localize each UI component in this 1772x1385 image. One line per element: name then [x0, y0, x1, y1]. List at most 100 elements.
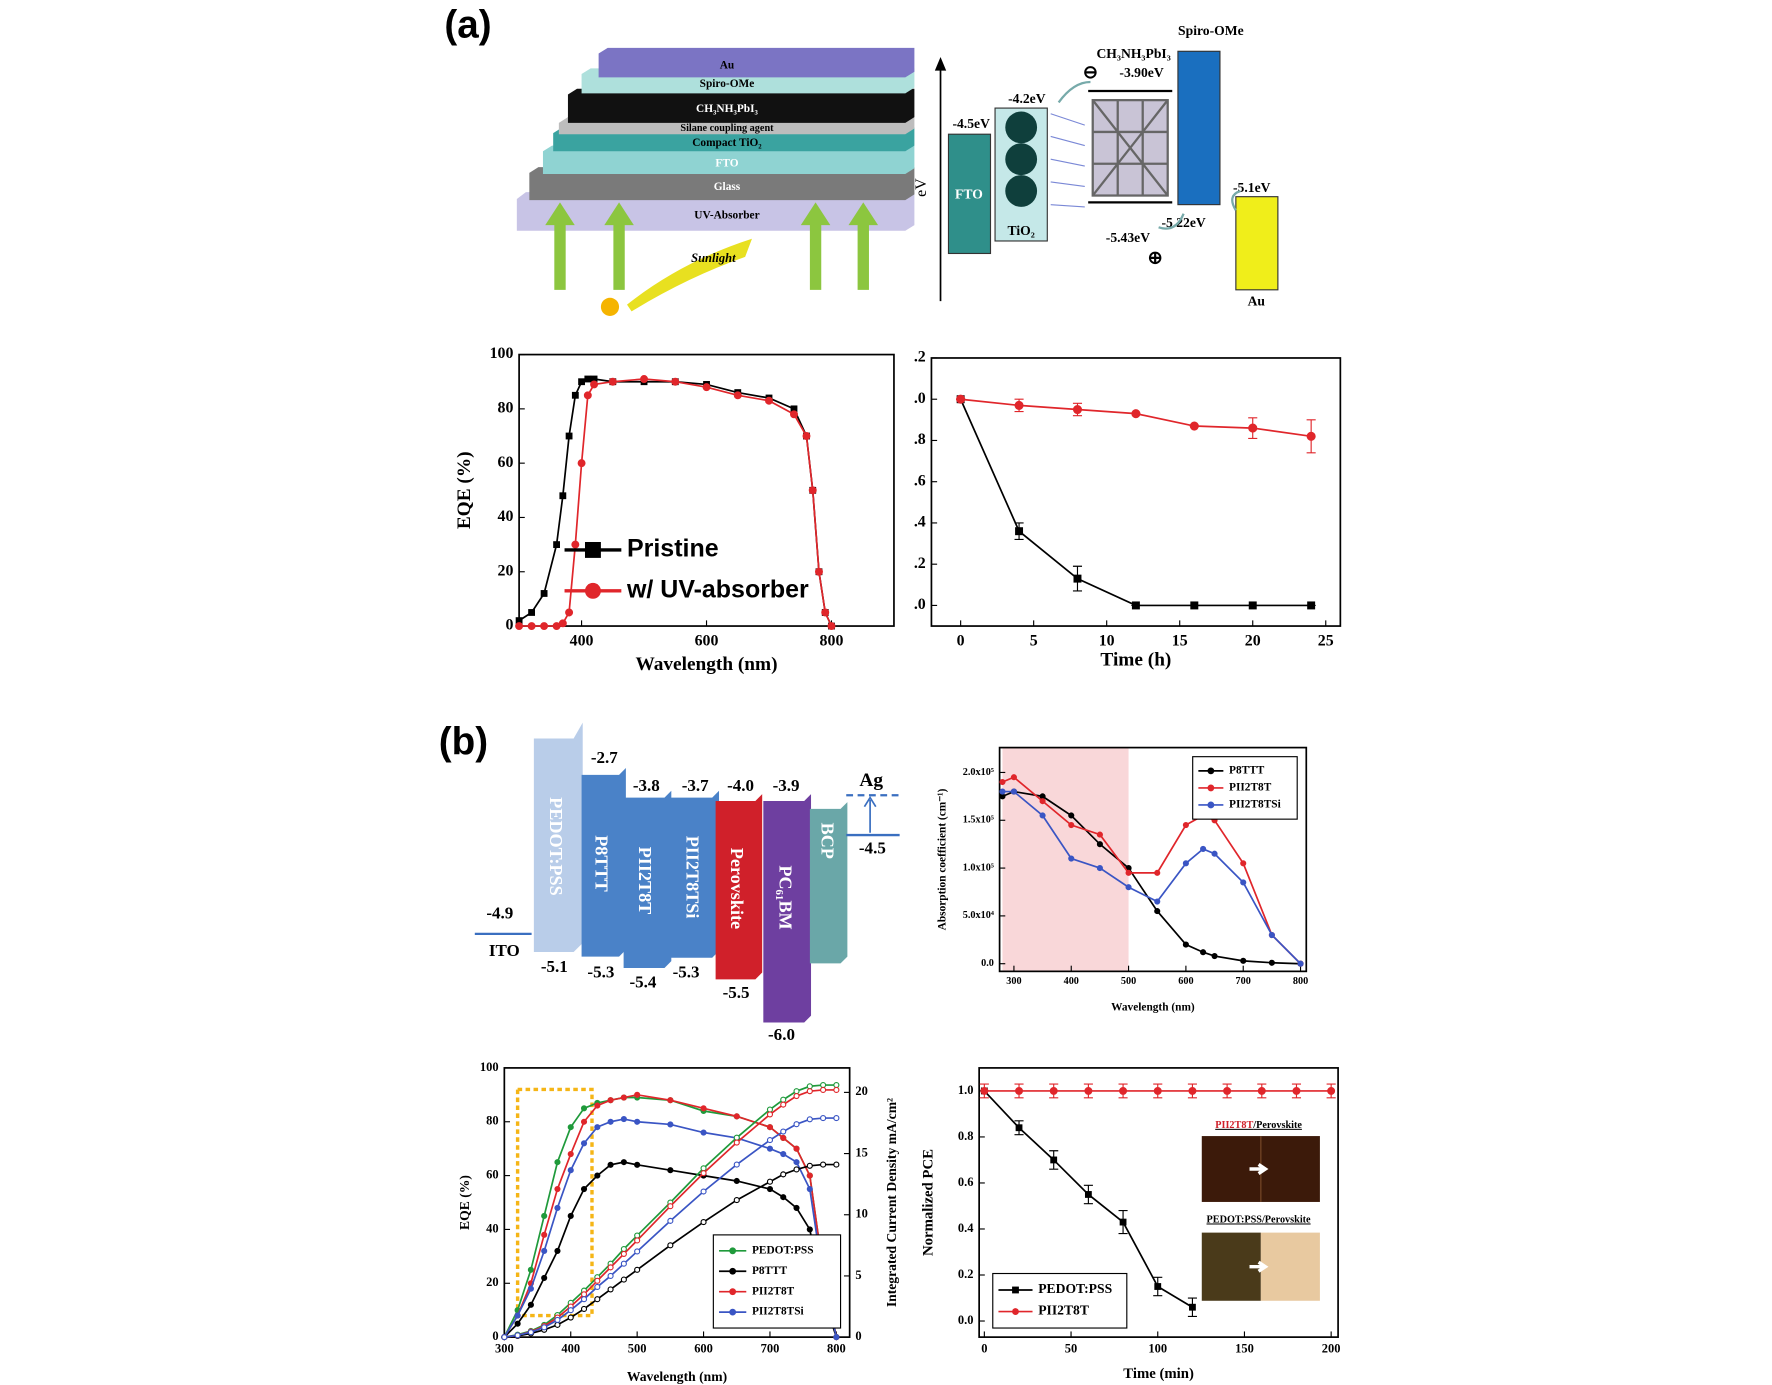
- perovskite-bar: [715, 794, 763, 980]
- marker: [780, 1101, 787, 1108]
- marker: [702, 383, 711, 392]
- legend-marker: [1012, 1286, 1019, 1294]
- marker: [1240, 860, 1247, 867]
- marker: [1131, 601, 1140, 610]
- marker: [833, 1161, 840, 1168]
- marker: [802, 432, 811, 440]
- marker: [634, 1232, 641, 1239]
- marker: [1153, 1086, 1162, 1095]
- hole: ⊕: [1148, 247, 1163, 267]
- marker: [1010, 774, 1017, 781]
- marker: [567, 1307, 574, 1314]
- x-tick-label: 20: [1245, 633, 1261, 650]
- y-tick-label: 0.4: [958, 1221, 974, 1235]
- layer-label: CH₃NH₃PbI₃: [696, 103, 758, 115]
- marker: [806, 1185, 813, 1193]
- marker: [1015, 527, 1024, 536]
- marker: [607, 1272, 614, 1280]
- level: -2.7: [591, 748, 618, 767]
- spiro-level: [1177, 50, 1221, 206]
- legend-label: PII2T8T: [1038, 1303, 1089, 1318]
- label: CH₃NH₃PbI₃: [1096, 46, 1170, 61]
- inset-caption: PEDOT:PSS/Perovskite: [1207, 1214, 1312, 1225]
- x-tick-label: 600: [1178, 976, 1193, 987]
- y2-tick-label: 15: [855, 1145, 867, 1159]
- marker: [733, 1161, 740, 1168]
- marker: [780, 1096, 787, 1103]
- level: -4.9: [486, 903, 513, 922]
- y2-tick-label: 10: [855, 1207, 867, 1221]
- marker: [700, 1105, 707, 1112]
- y-tick-label: 20: [498, 562, 514, 579]
- marker: [808, 486, 817, 495]
- marker: [1119, 1218, 1127, 1226]
- marker: [793, 1121, 800, 1128]
- layer-label: PC₆₁BM: [776, 865, 796, 929]
- marker: [1010, 788, 1017, 795]
- marker: [527, 1301, 534, 1308]
- marker: [580, 1140, 588, 1147]
- marker: [821, 608, 830, 617]
- marker: [608, 377, 617, 386]
- legend-marker: [1012, 1308, 1019, 1315]
- sun: [600, 297, 620, 316]
- marker: [766, 1106, 774, 1113]
- marker: [733, 1177, 740, 1185]
- marker: [528, 609, 536, 616]
- marker: [820, 1081, 827, 1089]
- y-tick-label: .2: [914, 555, 926, 572]
- marker: [806, 1083, 813, 1090]
- marker: [1268, 931, 1275, 939]
- marker: [514, 1332, 521, 1339]
- label: FTO: [955, 187, 983, 202]
- marker: [527, 622, 536, 631]
- label: ITO: [489, 941, 520, 960]
- marker: [733, 1134, 740, 1141]
- x-tick-label: 50: [1065, 1341, 1077, 1355]
- legend-marker: [1207, 767, 1215, 775]
- layer: [567, 88, 915, 123]
- marker: [554, 1247, 561, 1255]
- marker: [527, 1329, 534, 1336]
- y-tick-label: 0.0: [958, 1313, 974, 1327]
- x-axis-label: Time (min): [1123, 1366, 1194, 1382]
- marker: [790, 410, 798, 419]
- marker: [1257, 1086, 1266, 1095]
- x-tick-label: 800: [820, 633, 844, 650]
- layer: [529, 167, 915, 201]
- x-tick-label: 25: [1318, 633, 1334, 650]
- legend-marker: [1207, 784, 1215, 792]
- layer-label: Au: [720, 60, 735, 72]
- legend-label: PII2T8TSi: [752, 1306, 804, 1318]
- marker: [1154, 869, 1161, 876]
- marker: [583, 391, 592, 400]
- marker: [527, 1285, 534, 1292]
- label: TiO₂: [1008, 223, 1035, 238]
- electron: ⊖: [1083, 62, 1098, 82]
- x-tick-label: 500: [628, 1341, 647, 1355]
- plot-frame: [503, 1067, 851, 1338]
- y-tick-label: 1.0x10⁵: [963, 862, 994, 873]
- marker: [766, 1124, 774, 1131]
- panel-label: (b): [439, 720, 488, 763]
- marker: [1248, 601, 1257, 610]
- shaded-region: [1002, 747, 1129, 972]
- panel-label: (a): [444, 4, 491, 47]
- marker: [1068, 812, 1075, 819]
- pcbm-bar: [763, 794, 812, 1023]
- marker: [1190, 601, 1199, 610]
- marker: [594, 1124, 601, 1131]
- y-tick-label: 80: [498, 400, 514, 417]
- level: -4.5: [859, 839, 886, 858]
- marker: [620, 1094, 627, 1101]
- chart: 400 600 800 0 20 40 60 80 100 Wavelength (nm) EQE …: [454, 345, 895, 675]
- marker: [1084, 1086, 1093, 1095]
- marker: [793, 1159, 800, 1166]
- marker: [733, 391, 742, 400]
- marker: [580, 1296, 588, 1303]
- marker: [553, 541, 560, 549]
- y-tick-label: .6: [914, 472, 926, 489]
- x-tick-label: 10: [1099, 633, 1115, 650]
- layer-label: Glass: [714, 181, 741, 193]
